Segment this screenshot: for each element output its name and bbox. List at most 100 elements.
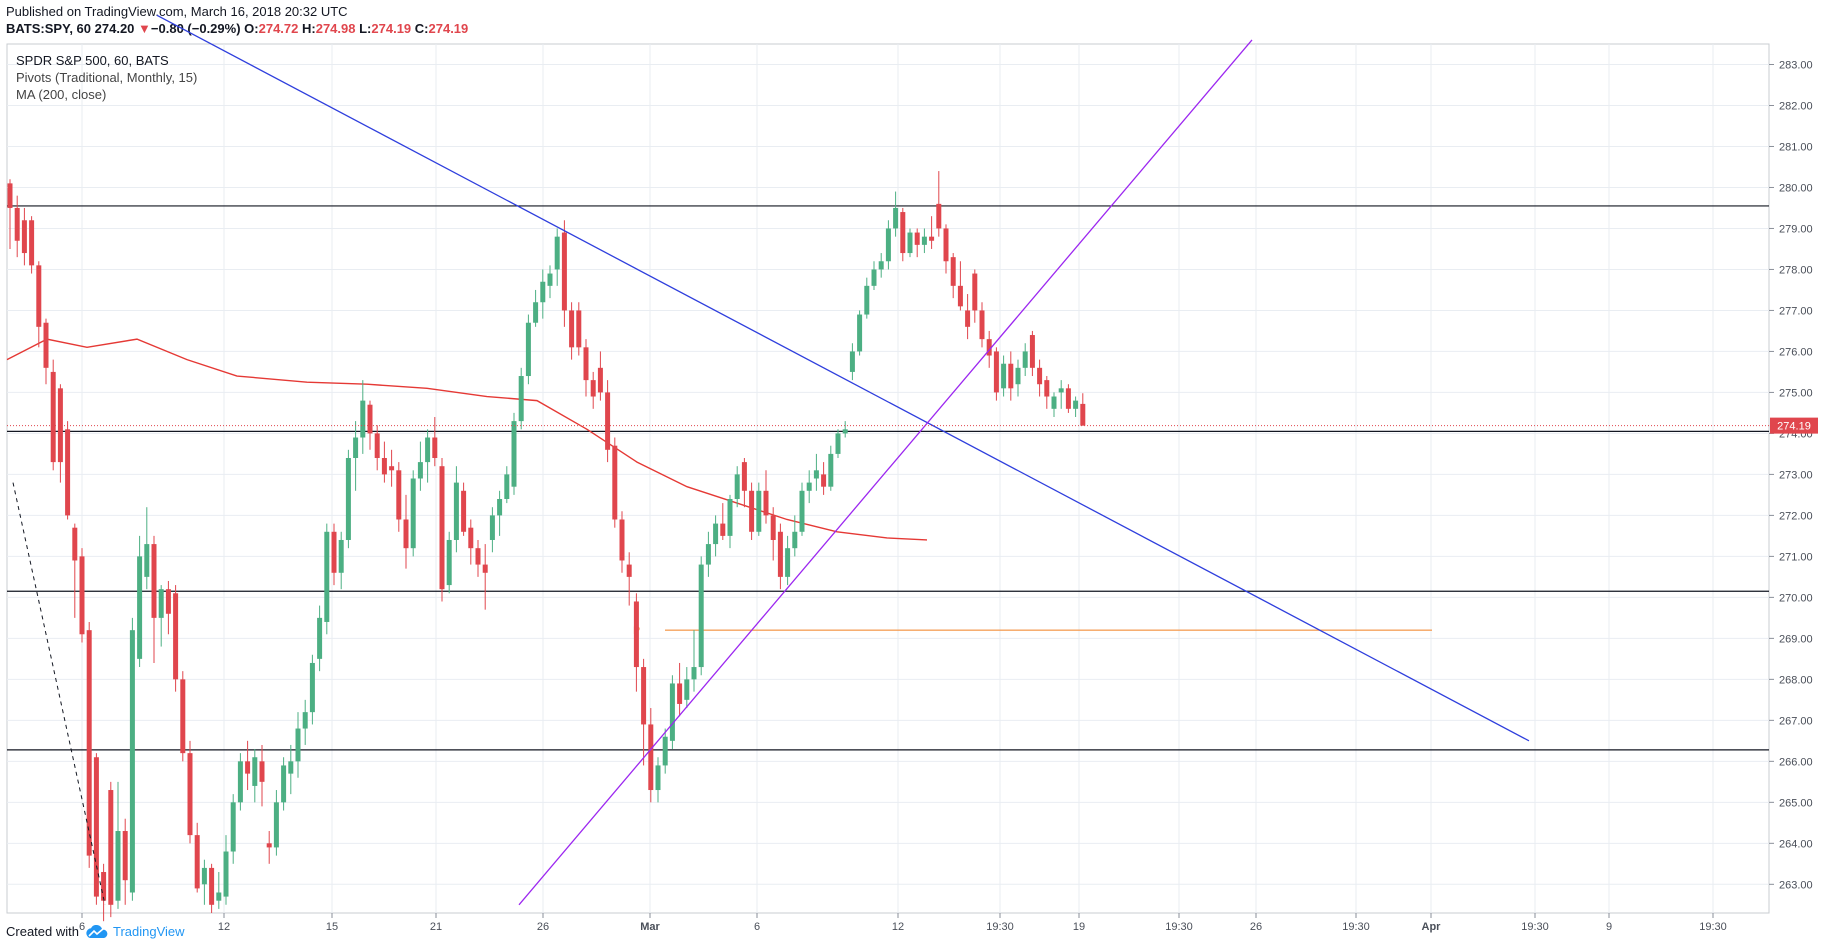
candle-body <box>194 835 200 889</box>
candle-body <box>727 498 733 536</box>
horizontal-lines[interactable] <box>7 205 1769 751</box>
candle-body <box>230 802 236 852</box>
candle-body <box>893 207 899 229</box>
candle-body <box>389 466 395 471</box>
candle-body <box>403 519 409 549</box>
candle-body <box>907 232 913 254</box>
candle-body <box>698 564 704 668</box>
time-axis[interactable]: 6 12 15 21 26 Mar 6 12 19:30 19 19:30 26 19:30 Apr 19:… <box>79 913 1727 933</box>
y-tick-label: 272.00 <box>1779 510 1813 522</box>
y-tick-label: 278.00 <box>1779 264 1813 276</box>
tradingview-link[interactable]: TradingView <box>85 924 185 939</box>
candle-body <box>173 593 179 680</box>
candle-body <box>1058 388 1064 393</box>
created-with-label: Created with <box>6 924 79 939</box>
candle-body <box>21 220 27 254</box>
dashed-trend-line[interactable] <box>12 482 106 905</box>
candle-body <box>921 236 927 245</box>
candle-body <box>86 630 92 856</box>
candle-body <box>1037 367 1043 385</box>
candle-body <box>187 753 193 836</box>
trend-lines[interactable] <box>12 14 1530 906</box>
last-price-badge <box>1770 417 1818 434</box>
candle-body <box>309 662 315 713</box>
last-price-tag: 274.19 <box>7 417 1818 434</box>
y-tick-label: 276.00 <box>1779 346 1813 358</box>
x-tick-label: 19:30 <box>1521 921 1549 933</box>
candle-body <box>57 388 63 463</box>
candle-body <box>561 232 567 311</box>
last-price-label: 274.19 <box>1777 421 1811 433</box>
y-tick-label: 269.00 <box>1779 633 1813 645</box>
candle-body <box>525 322 531 377</box>
candle-body <box>1029 335 1035 368</box>
candle-body <box>669 683 675 741</box>
candle-body <box>489 515 495 540</box>
candle-body <box>475 548 481 565</box>
candle-body <box>14 207 20 241</box>
candle-body <box>705 544 711 565</box>
symbol-label: BATS:SPY, 60 <box>6 21 92 36</box>
close-label: C: <box>414 21 429 36</box>
candle-body <box>929 236 935 241</box>
y-tick-label: 271.00 <box>1779 551 1813 563</box>
candle-body <box>1080 403 1086 426</box>
candle-body <box>972 273 978 311</box>
candle-body <box>655 765 661 791</box>
candle-body <box>36 265 42 327</box>
candle-body <box>713 523 719 545</box>
candle-body <box>245 761 251 774</box>
candle-body <box>1073 400 1079 409</box>
y-tick-label: 277.00 <box>1779 305 1813 317</box>
candle-body <box>439 466 445 590</box>
candle-body <box>857 314 863 352</box>
candle-body <box>7 183 13 208</box>
candle-body <box>533 302 539 323</box>
candle-body <box>554 236 560 270</box>
candle-body <box>266 843 272 848</box>
candle-body <box>482 564 488 573</box>
cloud-icon <box>86 924 108 938</box>
candle-body <box>842 429 848 434</box>
candles <box>7 171 1086 922</box>
candle-body <box>1015 367 1021 385</box>
moving-average <box>6 338 928 541</box>
tradingview-brand: TradingView <box>112 924 185 939</box>
candle-body <box>914 232 920 245</box>
y-tick-label: 267.00 <box>1779 715 1813 727</box>
trend-line-down[interactable] <box>156 14 1530 742</box>
candle-body <box>648 724 654 791</box>
candle-body <box>569 310 575 348</box>
x-tick-label: 6 <box>754 921 760 933</box>
trend-line-up[interactable] <box>518 39 1253 906</box>
candle-body <box>677 683 683 704</box>
x-tick-label: 6 <box>79 921 85 933</box>
candle-body <box>835 433 841 454</box>
candle-body <box>1044 380 1050 397</box>
price-axis[interactable]: 263.00 264.00 265.00 266.00 267.00 268.00 269.… <box>1769 59 1813 891</box>
grid <box>7 44 1769 913</box>
y-tick-label: 268.00 <box>1779 674 1813 686</box>
candle-body <box>900 212 906 254</box>
candle-body <box>950 257 956 286</box>
candle-body <box>986 339 992 356</box>
y-tick-label: 279.00 <box>1779 223 1813 235</box>
candle-body <box>374 433 380 459</box>
candle-body <box>943 228 949 262</box>
candle-body <box>756 490 762 532</box>
candle-body <box>259 761 265 782</box>
candle-body <box>144 544 150 577</box>
candle-body <box>367 404 373 434</box>
candle-body <box>201 867 207 885</box>
candle-body <box>965 310 971 327</box>
candle-body <box>1022 351 1028 368</box>
x-tick-label: 26 <box>537 921 549 933</box>
candle-body <box>792 531 798 549</box>
legend-title: SPDR S&P 500, 60, BATS <box>16 53 169 68</box>
candle-body <box>828 453 834 487</box>
last-price: 274.20 <box>94 21 135 36</box>
x-tick-label: 9 <box>1606 921 1612 933</box>
open-label: O: <box>244 21 259 36</box>
candle-body <box>209 867 215 905</box>
